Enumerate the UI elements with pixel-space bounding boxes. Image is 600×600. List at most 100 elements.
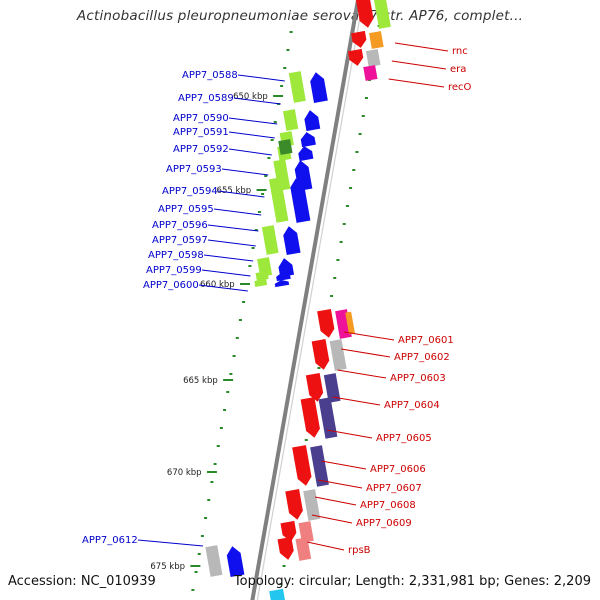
gene-label-app7_0594: APP7_0594 [162,186,218,197]
gene-leader-line-forward [137,539,204,547]
gene-label-app7_0608: APP7_0608 [360,500,416,511]
gene-leader-line-reverse [332,396,381,406]
gc-skew-mark-inner [286,49,290,51]
gene-leader-line-reverse [394,42,449,52]
gc-skew-mark-inner [242,301,246,303]
gene-leader-line-forward [203,254,254,262]
gene-label-app7_0588: APP7_0588 [182,70,238,81]
gene-label-app7_0600: APP7_0600 [143,280,199,291]
cds-arrow-reverse-4 [292,445,312,486]
gc-skew-mark-inner [197,553,201,555]
kbp-tick-label: 650 kbp [233,92,268,102]
gc-skew-mark-inner [248,265,252,267]
gene-label-reco: recO [448,82,472,93]
gene-leader-line-reverse [337,369,387,379]
gene-leader-line-reverse [318,479,363,489]
gene-label-app7_0593: APP7_0593 [166,164,222,175]
gc-skew-mark-outer [339,241,343,243]
cds-arrow-forward-0 [310,72,328,103]
gc-skew-mark-outer [333,277,337,279]
genome-summary-text: Topology: circular; Length: 2,331,981 bp… [233,574,591,589]
cog-block-reco-2 [363,65,378,81]
cog-block-forward-0 [288,71,306,103]
genome-backbone-inner-line [256,0,364,600]
gene-label-app7_0603: APP7_0603 [390,373,446,384]
gc-skew-mark-inner [213,463,217,465]
gene-label-app7_0606: APP7_0606 [370,464,426,475]
cds-arrow-reverse-7 [277,536,294,560]
gc-skew-mark-inner [207,499,211,501]
cds-arrow-forward-9 [274,280,290,288]
gene-label-rnc: rnc [452,46,468,57]
gene-leader-line-reverse [321,460,367,470]
gc-skew-mark-inner [219,427,223,429]
cds-arrow-era [351,30,367,48]
gene-label-app7_0592: APP7_0592 [173,144,229,155]
gc-skew-mark-outer [364,97,368,99]
cog-block-reverse-3 [318,397,338,439]
cog-block-orange-strip [345,311,355,335]
accession-text: Accession: NC_010939 [8,574,156,589]
cog-block-reverse-7 [295,537,312,561]
gene-leader-line-forward [228,148,272,156]
gene-leader-line-forward [198,284,248,292]
gene-label-app7_0601: APP7_0601 [398,335,454,346]
gene-leader-line-reverse [341,348,391,358]
gc-skew-mark-inner [280,85,284,87]
gc-skew-mark-inner [261,193,265,195]
gc-skew-mark-inner [283,67,287,69]
cog-block-rnc [373,0,391,29]
cds-arrow-forward-6 [283,226,301,256]
gene-label-era: era [450,64,466,75]
gene-leader-line-forward [217,190,265,198]
gene-label-app7_0598: APP7_0598 [148,250,204,261]
genome-backbone [250,0,361,600]
cds-arrow-app7-0612 [226,546,245,577]
gene-leader-line-forward [228,117,278,125]
gc-skew-mark-outer [304,439,308,441]
gc-skew-mark-inner [223,409,227,411]
gene-label-app7_0589: APP7_0589 [178,93,234,104]
gc-skew-mark-inner [289,31,293,33]
gc-skew-mark-inner [204,517,208,519]
cog-block-reverse-2 [323,373,341,403]
cog-block-reco [365,49,381,67]
gc-skew-mark-inner [238,319,242,321]
gc-skew-mark-outer [336,259,340,261]
cds-arrow-reverse-5 [285,489,303,520]
gc-skew-mark-inner [273,121,277,123]
gene-label-app7_0599: APP7_0599 [146,265,202,276]
gene-leader-line-forward [233,97,281,105]
cds-arrow-forward-8 [276,272,291,282]
gc-skew-mark-inner [235,337,239,339]
gene-leader-line-reverse [388,78,445,88]
gc-skew-mark-inner [267,157,271,159]
gc-skew-mark-inner [216,445,220,447]
cds-arrow-reco [347,48,364,66]
gc-skew-mark-inner [226,391,230,393]
cog-block-forward-5 [268,177,289,223]
gc-skew-mark-outer [349,187,353,189]
gene-label-app7_0604: APP7_0604 [384,400,440,411]
gc-skew-mark-outer [279,583,283,585]
cds-arrow-rnc [355,0,374,28]
gene-label-app7_0609: APP7_0609 [356,518,412,529]
cog-block-reverse-1 [329,339,347,371]
gene-leader-line-reverse [311,514,353,524]
gene-label-app7_0595: APP7_0595 [158,204,214,215]
gc-skew-mark-outer [282,565,286,567]
cog-block-forward-8 [255,271,269,281]
gc-skew-mark-inner [264,175,268,177]
gc-skew-mark-inner [251,247,255,249]
gene-leader-line-forward [228,131,275,139]
gc-skew-mark-inner [210,481,214,483]
gc-skew-mark-outer [358,133,362,135]
gene-leader-line-reverse [315,496,357,506]
cog-block-forward-1 [282,109,299,131]
cog-block-forward-9 [254,279,268,287]
cds-arrow-forward-3 [298,146,314,162]
gene-label-app7_0597: APP7_0597 [152,235,208,246]
kbp-tick-label: 655 kbp [217,186,252,196]
